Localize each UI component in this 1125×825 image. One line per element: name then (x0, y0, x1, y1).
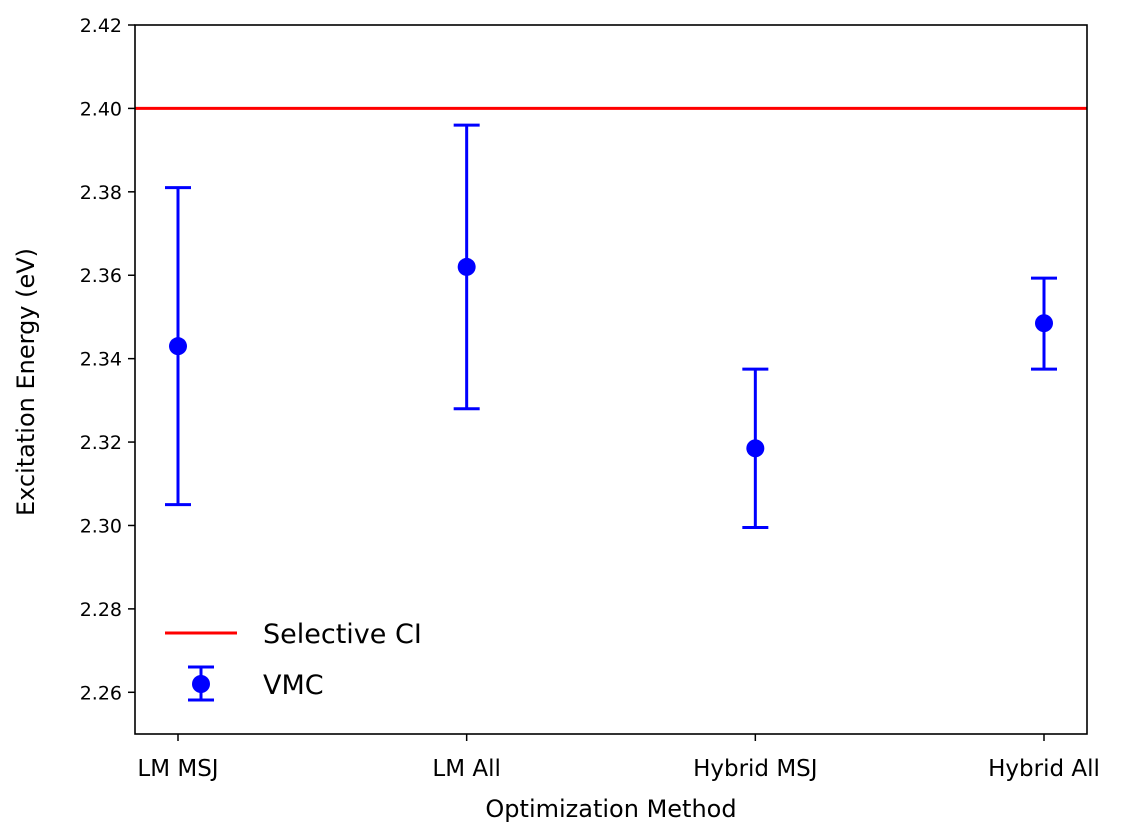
y-tick-label-1: 2.28 (80, 599, 122, 621)
y-tick-label-0: 2.26 (80, 682, 122, 704)
x-tick-label-0: LM MSJ (137, 756, 218, 782)
data-point-3 (1035, 314, 1053, 333)
plot-area (135, 25, 1087, 734)
axes: 2.26 2.28 2.30 2.32 2.34 2.36 2.38 2.40 2.42 LM M… (80, 15, 1100, 782)
x-tick-label-2: Hybrid MSJ (693, 756, 818, 782)
x-tick-label-1: LM All (432, 756, 500, 782)
series-layer (165, 123, 1057, 530)
x-tick-label-3: Hybrid All (988, 756, 1100, 782)
data-point-2 (746, 439, 765, 458)
legend: Selective CI VMC (165, 619, 422, 702)
y-tick-label-4: 2.34 (80, 349, 122, 371)
y-tick-label-8: 2.42 (80, 15, 122, 37)
legend-swatch-vmc (188, 665, 214, 702)
y-tick-label-7: 2.40 (80, 98, 122, 120)
data-point-0 (169, 337, 187, 356)
data-point-1 (457, 257, 476, 276)
y-tick-label-2: 2.30 (80, 515, 122, 537)
plot-background (135, 25, 1087, 734)
legend-label-selective-ci: Selective CI (263, 619, 422, 650)
y-tick-label-5: 2.36 (80, 265, 122, 287)
y-tick-label-6: 2.38 (80, 182, 122, 204)
x-axis-title: Optimization Method (485, 795, 736, 823)
axes-frame (134, 24, 1088, 735)
y-axis-title: Excitation Energy (eV) (12, 248, 40, 516)
legend-label-vmc: VMC (263, 670, 324, 701)
y-tick-label-3: 2.32 (80, 432, 122, 454)
